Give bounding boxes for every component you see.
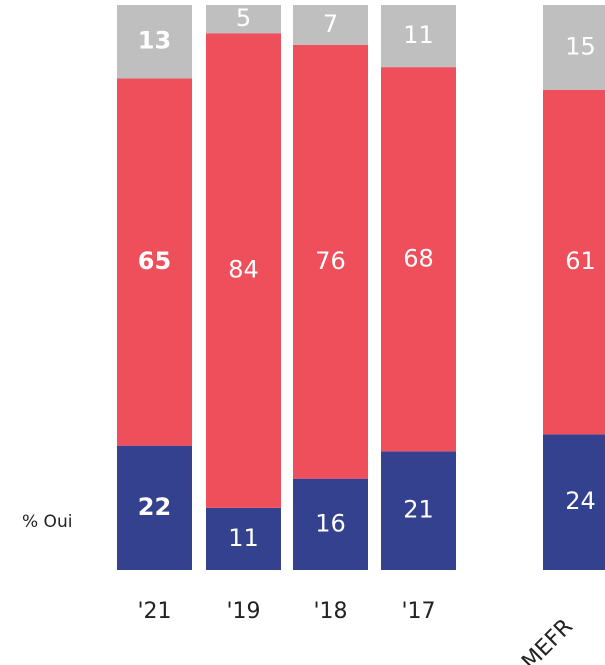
data-label: 13 (138, 27, 171, 55)
bar-segment (117, 445, 192, 570)
data-label: 24 (565, 487, 596, 515)
bar-segment (381, 451, 456, 570)
data-label: 76 (315, 247, 346, 275)
x-tick-label: '21 (137, 599, 171, 624)
bar-segment (117, 78, 192, 446)
bar-segment (543, 5, 605, 90)
x-tick-label: '18 (313, 599, 347, 624)
data-label: 15 (565, 32, 596, 60)
data-label: 22 (138, 493, 171, 521)
data-label: 61 (565, 247, 596, 275)
data-label: 11 (228, 524, 259, 552)
x-tick-label: '19 (226, 599, 260, 624)
bar-segment (381, 5, 456, 68)
bar-segment (206, 5, 281, 34)
bar-segment (293, 478, 368, 570)
bar-segment (117, 5, 192, 79)
bar-segment (293, 44, 368, 479)
data-label: 65 (138, 247, 171, 275)
data-label: 84 (228, 256, 259, 284)
x-tick-label: MEFR (517, 614, 578, 665)
bar-segment (206, 507, 281, 570)
data-label: 5 (236, 4, 251, 32)
bar-segment (543, 434, 605, 570)
bar-segment (381, 67, 456, 452)
data-label: 16 (315, 509, 346, 537)
bar-segment (293, 5, 368, 45)
data-label: 7 (323, 10, 338, 38)
data-label: 21 (403, 496, 434, 524)
x-tick-label: '17 (401, 599, 435, 624)
bar-segment (543, 89, 605, 435)
legend-label: % Oui (22, 512, 72, 532)
data-label: 11 (403, 21, 434, 49)
bar-segment (206, 33, 281, 508)
data-label: 68 (403, 244, 434, 272)
